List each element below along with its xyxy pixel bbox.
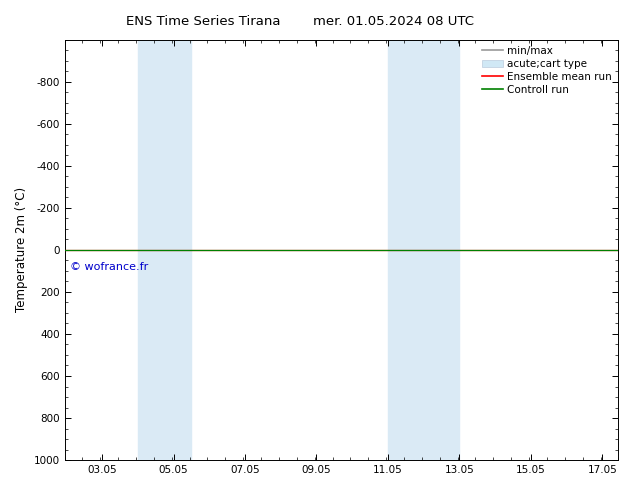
Legend: min/max, acute;cart type, Ensemble mean run, Controll run: min/max, acute;cart type, Ensemble mean …: [478, 42, 616, 99]
Text: ENS Time Series Tirana: ENS Time Series Tirana: [126, 15, 280, 28]
Bar: [138, 40, 191, 460]
Text: © wofrance.fr: © wofrance.fr: [70, 263, 148, 272]
Text: mer. 01.05.2024 08 UTC: mer. 01.05.2024 08 UTC: [313, 15, 474, 28]
Bar: [388, 40, 460, 460]
Y-axis label: Temperature 2m (°C): Temperature 2m (°C): [15, 187, 28, 313]
